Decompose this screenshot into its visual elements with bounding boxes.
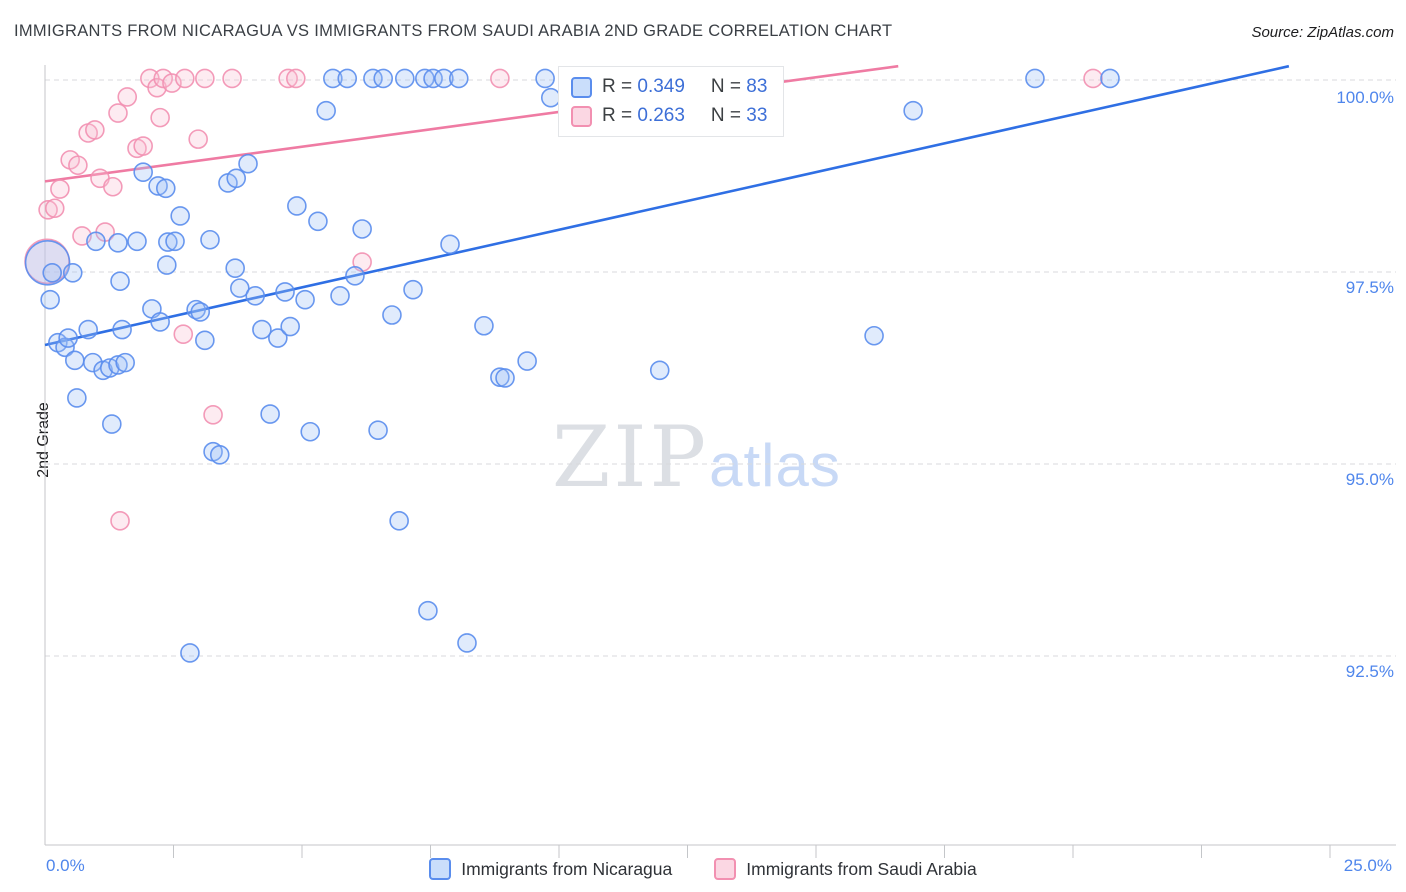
legend-stats-row-nicaragua: R = 0.349 N = 83 <box>571 76 767 98</box>
r-value: 0.349 <box>637 76 685 97</box>
nicaragua-swatch-icon <box>571 76 592 98</box>
nicaragua-swatch-icon <box>429 858 452 880</box>
legend-item-saudi-arabia[interactable]: Immigrants from Saudi Arabia <box>714 858 977 880</box>
legend-item-nicaragua[interactable]: Immigrants from Nicaragua <box>429 858 672 880</box>
source-link[interactable]: Source: ZipAtlas.com <box>1251 24 1394 41</box>
legend-stats-row-saudi-arabia: R = 0.263 N = 33 <box>571 105 767 127</box>
n-value: 83 <box>746 76 768 97</box>
x-tick-max: 25.0% <box>1343 856 1392 875</box>
y-tick-95: 95.0% <box>1345 470 1394 489</box>
x-tick-min: 0.0% <box>46 856 85 875</box>
y-tick-92-5: 92.5% <box>1345 662 1394 681</box>
saudi-arabia-swatch-icon <box>571 105 592 127</box>
legend-stats: R = 0.349 N = 83 R = 0.263 N = 33 <box>558 66 785 137</box>
r-label: R = <box>602 76 638 97</box>
page-title: IMMIGRANTS FROM NICARAGUA VS IMMIGRANTS … <box>14 22 893 40</box>
watermark: ZIP atlas <box>552 408 841 506</box>
legend-label: Immigrants from Saudi Arabia <box>746 858 977 879</box>
n-value: 33 <box>746 105 768 126</box>
y-tick-100: 100.0% <box>1336 88 1394 107</box>
y-tick-97-5: 97.5% <box>1345 278 1394 297</box>
watermark-zip: ZIP <box>552 408 710 506</box>
watermark-atlas: atlas <box>709 432 841 499</box>
r-value: 0.263 <box>637 105 685 126</box>
n-label: N = <box>710 76 747 97</box>
legend-label: Immigrants from Nicaragua <box>461 858 673 879</box>
r-label: R = <box>602 105 638 126</box>
chart-legend: Immigrants from Nicaragua Immigrants fro… <box>0 858 1406 880</box>
n-label: N = <box>710 105 747 126</box>
saudi-arabia-swatch-icon <box>714 858 737 880</box>
